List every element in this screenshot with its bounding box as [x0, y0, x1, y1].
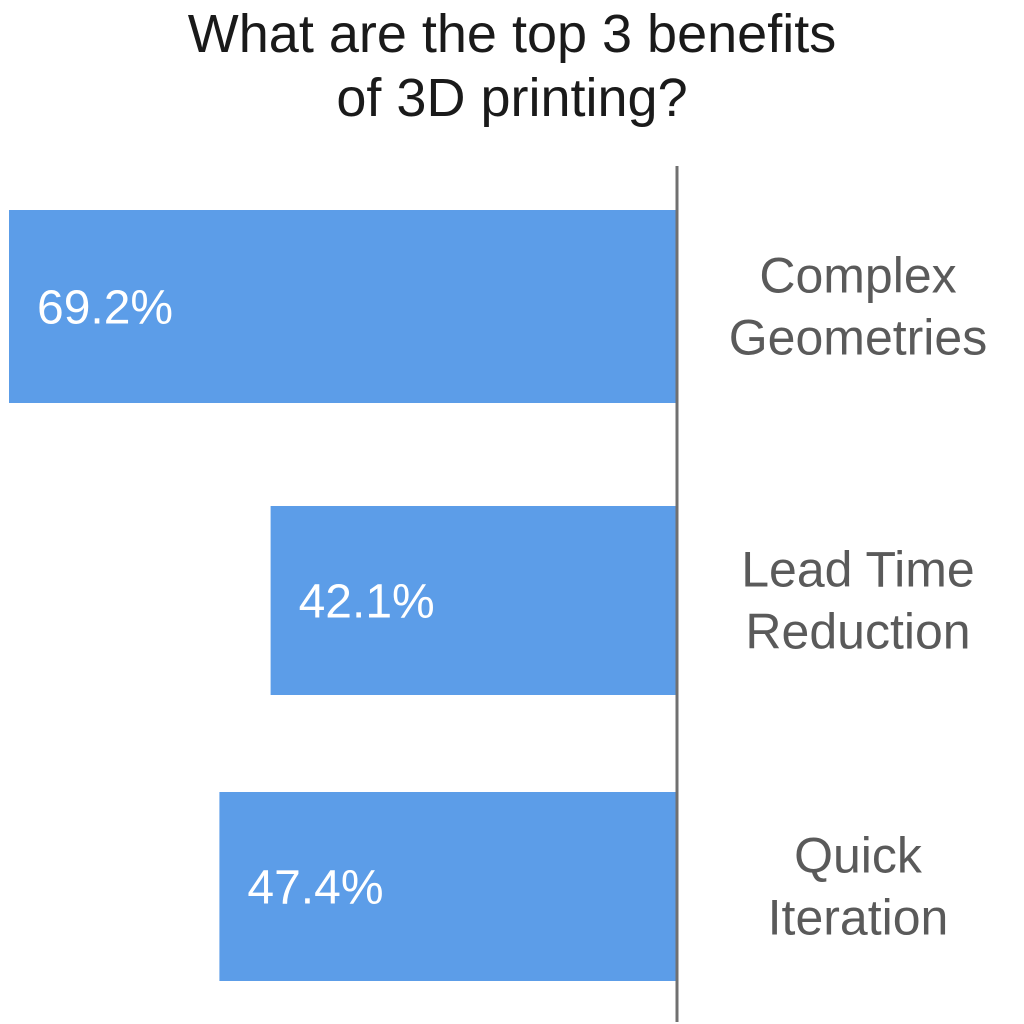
- category-label-1: Complex Geometries: [729, 248, 987, 366]
- category-label-line: Lead Time: [741, 542, 974, 598]
- category-label-line: Quick: [794, 828, 923, 884]
- chart-title-line-1: What are the top 3 benefits: [187, 4, 837, 64]
- category-label-3: Quick Iteration: [768, 828, 949, 946]
- chart-title-line-2: of 3D printing?: [336, 68, 688, 128]
- value-label-2: 42.1%: [299, 576, 435, 629]
- bar-3: [219, 792, 677, 981]
- category-label-line: Geometries: [729, 310, 987, 366]
- chart-title: What are the top 3 benefits of 3D printi…: [0, 0, 1024, 130]
- value-label-3: 47.4%: [247, 862, 383, 915]
- category-label-line: Reduction: [745, 604, 970, 660]
- category-label-2: Lead Time Reduction: [741, 542, 974, 660]
- bar-2: [270, 506, 677, 695]
- category-label-line: Iteration: [768, 890, 949, 946]
- category-label-line: Complex: [759, 248, 956, 304]
- value-label-1: 69.2%: [37, 282, 173, 335]
- bar-1: [9, 210, 677, 403]
